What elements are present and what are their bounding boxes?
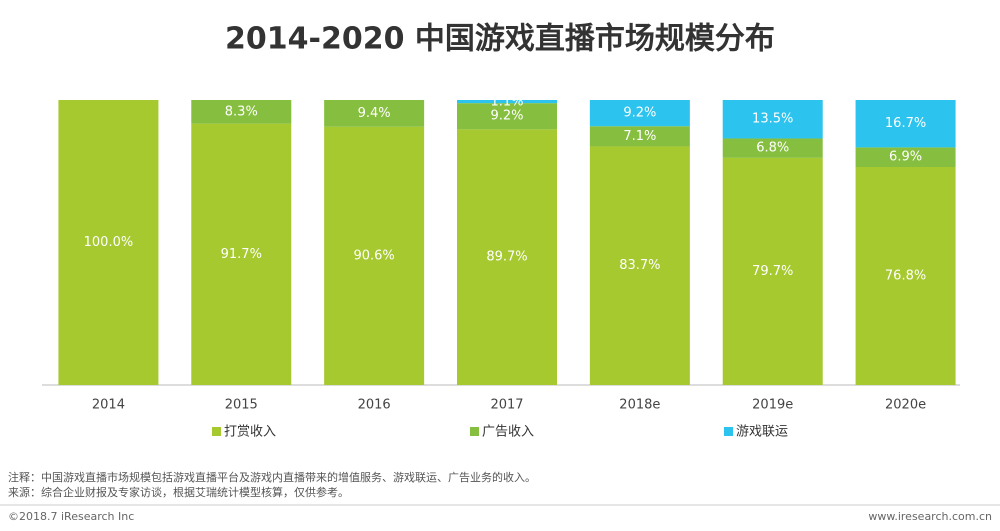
bar-segment	[855, 166, 956, 385]
value-label: 83.7%	[619, 258, 660, 273]
x-tick-label: 2019e	[752, 398, 793, 413]
value-label: 1.1%	[490, 95, 523, 110]
website: www.iresearch.com.cn	[868, 510, 992, 523]
legend-swatch	[212, 427, 221, 436]
bar-segment	[457, 129, 557, 385]
value-label: 13.5%	[752, 112, 793, 127]
value-label: 100.0%	[84, 235, 134, 250]
x-tick-label: 2016	[358, 398, 391, 413]
bar-segment	[457, 100, 557, 104]
x-tick-label: 2017	[490, 398, 523, 413]
legend-swatch	[724, 427, 733, 436]
x-tick-label: 2020e	[885, 398, 926, 413]
legend-label: 广告收入	[482, 425, 534, 440]
value-label: 6.9%	[889, 150, 922, 165]
bar-segment	[722, 100, 823, 139]
value-label: 9.4%	[358, 106, 391, 121]
value-label: 9.2%	[623, 106, 656, 121]
x-tick-label: 2018e	[619, 398, 660, 413]
chart-title: 2014-2020 中国游戏直播市场规模分布	[225, 22, 775, 57]
value-label: 9.2%	[490, 109, 523, 124]
value-label: 6.8%	[756, 141, 789, 156]
legend-swatch	[470, 427, 479, 436]
bar-segment	[589, 100, 690, 127]
value-label: 76.8%	[885, 268, 926, 283]
value-label: 91.7%	[221, 247, 262, 262]
bar-segment	[722, 138, 823, 158]
bar-segment	[191, 100, 292, 124]
note: 注释：中国游戏直播市场规模包括游戏直播平台及游戏内直播带来的增值服务、游戏联运、…	[8, 470, 536, 484]
value-label: 8.3%	[225, 104, 258, 119]
bar-segment	[324, 126, 425, 385]
value-label: 89.7%	[486, 250, 527, 265]
bar-segment	[589, 126, 690, 147]
bar-segment	[722, 157, 823, 385]
value-label: 7.1%	[623, 129, 656, 144]
value-label: 90.6%	[353, 248, 394, 263]
bar-segment	[589, 146, 690, 385]
bar-segment	[191, 123, 292, 385]
x-tick-label: 2014	[92, 398, 125, 413]
legend-label: 游戏联运	[736, 425, 788, 440]
copyright: ©2018.7 iResearch Inc	[8, 510, 134, 523]
legend-label: 打赏收入	[224, 425, 276, 440]
bar-segment	[58, 100, 159, 385]
value-label: 16.7%	[885, 116, 926, 131]
x-tick-label: 2015	[225, 398, 258, 413]
source: 来源：综合企业财报及专家访谈，根据艾瑞统计模型核算，仅供参考。	[8, 485, 349, 499]
bar-segment	[855, 147, 956, 167]
bar-segment	[457, 103, 557, 130]
value-label: 79.7%	[752, 264, 793, 279]
bar-segment	[855, 100, 956, 148]
bar-segment	[324, 100, 425, 127]
